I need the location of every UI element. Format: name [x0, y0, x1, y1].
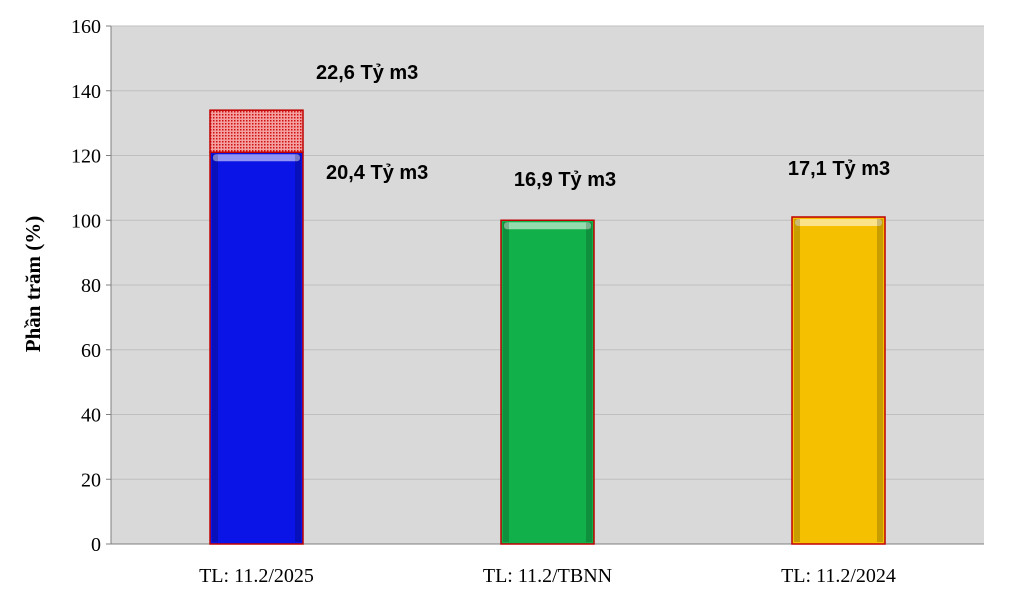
bar-3-fill: [791, 216, 886, 545]
y-tick-label: 100: [71, 210, 101, 232]
bar-2: [500, 219, 595, 545]
bar-3: [791, 216, 886, 545]
y-tick-label: 140: [71, 81, 101, 103]
data-labels: 20,4 Tỷ m3 22,6 Tỷ m3 16,9 Tỷ m3 17,1 Tỷ m3: [316, 62, 890, 191]
data-label: 17,1 Tỷ m3: [788, 158, 890, 180]
bar-2-fill: [500, 219, 595, 545]
bar-1-extra-fill: [209, 109, 304, 154]
data-label: 16,9 Tỷ m3: [514, 169, 616, 191]
bar-2-highlight: [504, 222, 591, 230]
y-tick-label: 0: [91, 534, 101, 556]
bar-1-highlight: [213, 154, 300, 162]
y-tick-label: 40: [81, 405, 101, 427]
bar-2-shade-right: [586, 222, 592, 542]
bar-1-shade-right: [295, 154, 301, 542]
bar-1-fill: [209, 151, 304, 545]
data-label-extra: 22,6 Tỷ m3: [316, 62, 418, 84]
bar-3-shade-left: [794, 219, 800, 542]
bars: [209, 109, 886, 545]
bar-2-shade-left: [503, 222, 509, 542]
y-tick-label: 20: [81, 469, 101, 491]
x-category-label: TL: 11.2/2025: [199, 565, 314, 587]
x-category-label: TL: 11.2/TBNN: [483, 565, 612, 587]
x-category-label: TL: 11.2/2024: [781, 565, 896, 587]
bar-1: [209, 151, 304, 545]
data-label: 20,4 Tỷ m3: [326, 162, 428, 184]
y-tick-label: 80: [81, 275, 101, 297]
bar-3-shade-right: [877, 219, 883, 542]
bar-1-extra: [209, 109, 304, 154]
y-tick-label: 60: [81, 340, 101, 362]
y-axis-label: Phần trăm (%): [21, 216, 45, 352]
bar-1-shade-left: [212, 154, 218, 542]
y-tick-label: 120: [71, 146, 101, 168]
y-tick-label: 160: [71, 16, 101, 38]
bar-3-highlight: [795, 219, 882, 227]
